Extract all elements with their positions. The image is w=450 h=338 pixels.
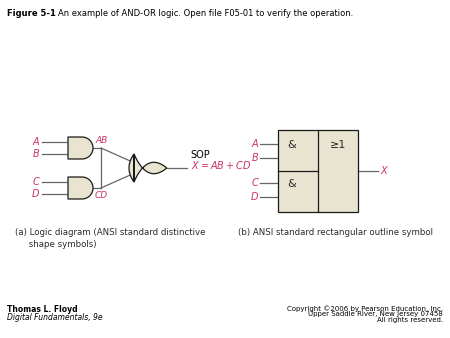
Text: Thomas L. Floyd: Thomas L. Floyd	[7, 305, 77, 314]
Text: Digital Fundamentals, 9e: Digital Fundamentals, 9e	[7, 313, 103, 322]
Text: A: A	[252, 139, 258, 149]
Text: C: C	[251, 178, 258, 188]
Text: &: &	[288, 179, 297, 189]
Text: C: C	[32, 177, 39, 187]
Text: Figure 5-1: Figure 5-1	[7, 9, 56, 18]
Text: (b) ANSI standard rectangular outline symbol: (b) ANSI standard rectangular outline sy…	[238, 228, 433, 237]
Text: ≥1: ≥1	[330, 140, 346, 150]
Text: Upper Saddle River, New Jersey 07458: Upper Saddle River, New Jersey 07458	[308, 311, 443, 317]
Text: B: B	[32, 149, 39, 159]
Text: (a) Logic diagram (ANSI standard distinctive
     shape symbols): (a) Logic diagram (ANSI standard distinc…	[15, 228, 206, 249]
Polygon shape	[278, 130, 358, 212]
Text: &: &	[288, 140, 297, 150]
Text: D: D	[32, 189, 39, 199]
Text: An example of AND-OR logic. Open file F05-01 to verify the operation.: An example of AND-OR logic. Open file F0…	[58, 9, 353, 18]
Text: SOP: SOP	[191, 150, 211, 160]
Text: AB: AB	[95, 136, 107, 145]
Polygon shape	[68, 137, 93, 159]
Text: B: B	[251, 153, 258, 163]
Text: X: X	[380, 166, 387, 176]
Text: A: A	[32, 137, 39, 147]
Text: $X = AB + CD$: $X = AB + CD$	[191, 159, 251, 171]
Text: CD: CD	[95, 191, 108, 200]
Text: Copyright ©2006 by Pearson Education, Inc.: Copyright ©2006 by Pearson Education, In…	[287, 305, 443, 312]
Text: All rights reserved.: All rights reserved.	[377, 317, 443, 323]
Polygon shape	[129, 154, 167, 182]
Text: D: D	[251, 192, 258, 202]
Polygon shape	[68, 177, 93, 199]
